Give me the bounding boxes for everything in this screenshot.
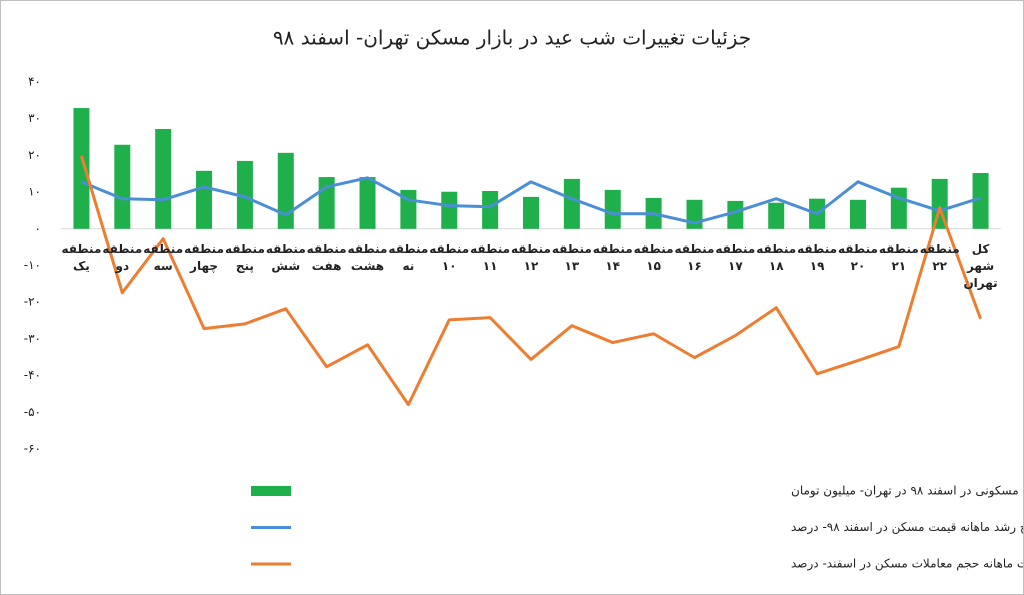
x-tick-label: منطقه هشت bbox=[347, 242, 388, 273]
x-tick-label: منطقه یک bbox=[61, 242, 102, 273]
y-tick-label: ۱۰ bbox=[28, 185, 41, 199]
bar bbox=[972, 173, 989, 229]
bar bbox=[196, 170, 213, 229]
x-tick-label: منطقه ۱۸ bbox=[756, 242, 797, 273]
x-tick-label: منطقه ۱۶ bbox=[674, 242, 715, 273]
legend-swatch bbox=[251, 486, 291, 496]
x-tick-label: منطقه ۲۲ bbox=[919, 242, 960, 273]
legend-label: نرخ رشد ماهانه قیمت مسکن در اسفند ۹۸- در… bbox=[791, 520, 1023, 535]
line bbox=[80, 176, 982, 225]
bar bbox=[236, 160, 253, 229]
bar bbox=[277, 152, 294, 229]
bar bbox=[155, 128, 172, 229]
x-tick-label: منطقه نه bbox=[388, 242, 429, 273]
x-tick-label: منطقه سه bbox=[143, 242, 184, 273]
x-tick-label: منطقه ۱۰ bbox=[429, 242, 470, 273]
y-tick-label: -۱۰ bbox=[24, 258, 41, 272]
bar bbox=[604, 189, 621, 229]
bar bbox=[768, 202, 785, 229]
y-tick-label: ۰ bbox=[35, 221, 41, 235]
x-tick-label: منطقه ۱۹ bbox=[797, 242, 838, 273]
x-tick-label: منطقه ۲۱ bbox=[878, 242, 919, 273]
y-tick-label: -۳۰ bbox=[24, 331, 41, 345]
x-tick-label: منطقه ۲۰ bbox=[837, 242, 878, 273]
x-tick-label: منطقه ۱۳ bbox=[551, 242, 592, 273]
y-tick-label: -۴۰ bbox=[24, 368, 41, 382]
bar bbox=[482, 190, 499, 229]
x-tick-label: منطقه شش bbox=[265, 242, 306, 273]
bar bbox=[359, 177, 376, 229]
bar bbox=[727, 200, 744, 229]
bar bbox=[523, 196, 539, 229]
line bbox=[79, 155, 982, 407]
bar bbox=[563, 178, 580, 229]
y-tick-label: -۲۰ bbox=[24, 295, 41, 309]
x-tick-label: منطقه چهار bbox=[184, 242, 224, 273]
x-tick-label: کل شهر تهران bbox=[963, 242, 998, 290]
y-tick-label: ۴۰ bbox=[28, 75, 41, 89]
x-tick-label: منطقه ۱۷ bbox=[715, 242, 756, 273]
x-tick-label: منطقه ۱۵ bbox=[633, 242, 674, 273]
legend-label: متوسط قیمت هر مترمربع واحد مسکونی در اسف… bbox=[791, 484, 1023, 499]
x-tick-label: منطقه ۱۲ bbox=[511, 242, 551, 273]
y-tick-label: -۶۰ bbox=[24, 442, 41, 456]
bar bbox=[114, 144, 131, 229]
chart-title: جزئیات تغییرات شب عید در بازار مسکن تهرا… bbox=[273, 26, 751, 50]
bar bbox=[849, 199, 866, 229]
x-tick-label: منطقه هفت bbox=[306, 242, 347, 273]
y-tick-label: -۵۰ bbox=[24, 405, 41, 419]
bar bbox=[73, 108, 90, 229]
bar bbox=[441, 191, 458, 229]
legend-label: تغییرات ماهانه حجم معاملات مسکن در اسفند… bbox=[791, 557, 1023, 572]
bar bbox=[890, 187, 907, 229]
x-tick-label: منطقه ۱۴ bbox=[592, 242, 633, 273]
x-tick-label: منطقه ۱۱ bbox=[470, 242, 511, 273]
x-tick-label: منطقه دو bbox=[102, 242, 143, 273]
y-tick-label: ۳۰ bbox=[28, 111, 41, 125]
x-tick-label: منطقه پنج bbox=[224, 242, 265, 273]
y-tick-label: ۲۰ bbox=[28, 148, 41, 162]
bar bbox=[686, 199, 703, 229]
